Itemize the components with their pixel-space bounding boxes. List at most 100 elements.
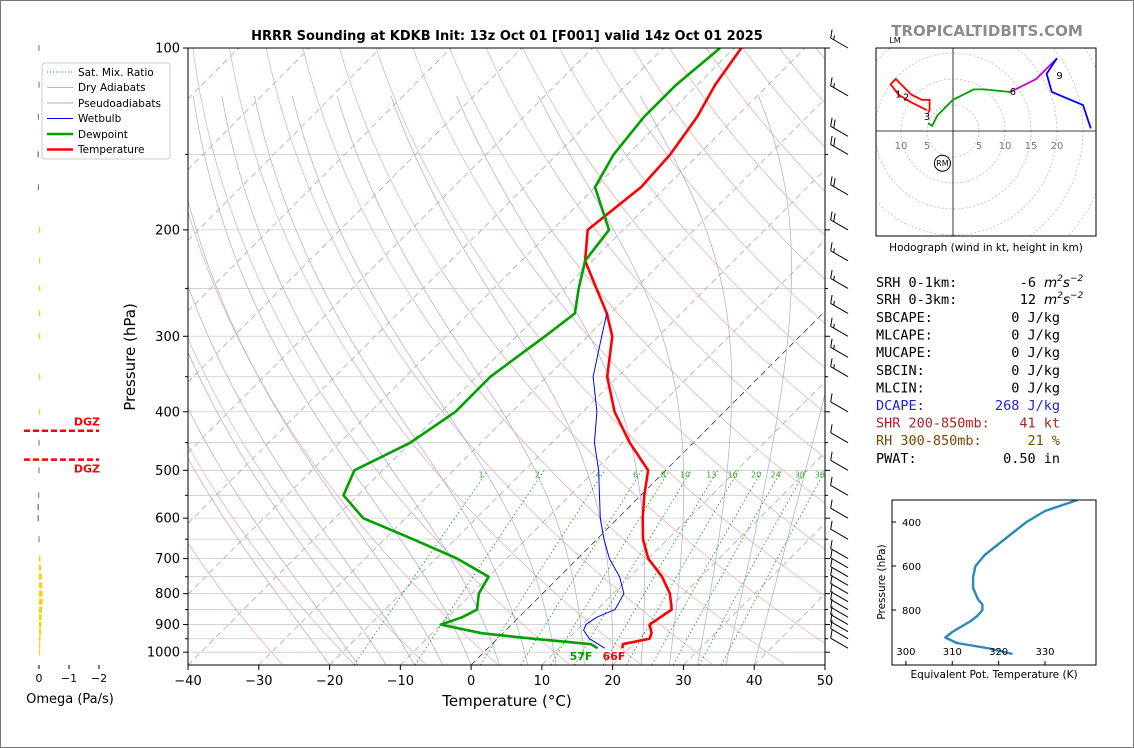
theta-e-ticks: 300 310 320 330 400 600 800 xyxy=(892,518,1055,665)
wind-barb xyxy=(830,476,849,496)
barb-flag xyxy=(830,135,833,145)
omega-bar xyxy=(37,151,39,158)
barb-shaft xyxy=(830,432,849,444)
legend-box xyxy=(41,62,171,160)
dry-adiabat xyxy=(485,48,825,459)
barb-flag xyxy=(830,358,833,367)
mixing-ratio-line xyxy=(414,470,545,665)
barb-shaft xyxy=(830,401,849,413)
index-label: MLCIN: xyxy=(876,380,925,396)
omega-bar xyxy=(39,573,42,580)
skewt-ticks: −40 −30 −20 −10 0 10 20 30 40 50 100 200 300 400 500 60… xyxy=(147,42,833,690)
wind-barb xyxy=(830,393,849,413)
y-tick-label: 500 xyxy=(155,464,180,479)
y-tick-label: 900 xyxy=(155,618,180,633)
omega-bar xyxy=(39,408,41,415)
mixing-ratio-label: 2 xyxy=(535,471,540,480)
x-tick-label: 40 xyxy=(746,674,763,689)
dry-adiabat xyxy=(595,48,825,325)
moist-adiabat xyxy=(725,95,792,665)
dry-adiabat xyxy=(188,542,283,665)
moist-adiabat xyxy=(456,95,646,665)
legend-label-temperature: Temperature xyxy=(77,144,145,156)
legend-label-mix: Sat. Mix. Ratio xyxy=(78,67,154,79)
barb-half xyxy=(833,83,835,88)
isotherm-line xyxy=(470,310,825,665)
omega-bar xyxy=(39,582,43,589)
mixing-ratio-label: 24 xyxy=(771,471,781,480)
dry-adiabat xyxy=(375,48,825,597)
y-tick-label: 400 xyxy=(155,405,180,420)
omega-bar xyxy=(39,310,41,317)
moist-adiabat xyxy=(253,95,529,665)
wind-barb xyxy=(830,620,849,640)
mixing-ratio-label: 1 xyxy=(478,471,483,480)
legend-label-moist: Pseudoadiabats xyxy=(78,98,161,110)
isotherm-line xyxy=(188,48,806,665)
barb-shaft xyxy=(830,591,849,603)
moist-adiabat xyxy=(753,392,825,665)
omega-bar xyxy=(39,628,42,635)
mixing-ratio-label: 13 xyxy=(706,471,716,480)
omega-bar xyxy=(38,45,40,51)
omega-bar xyxy=(37,504,39,510)
theta-x-tick-label: 320 xyxy=(989,647,1008,658)
barb-shaft xyxy=(830,507,849,519)
x-tick-label: 30 xyxy=(675,674,692,689)
barb-flag xyxy=(830,29,833,39)
surface-dewpoint-label: 57F xyxy=(570,650,593,663)
omega-bar xyxy=(39,226,41,233)
barb-flag xyxy=(830,269,833,279)
isotherm-line xyxy=(400,239,825,665)
theta-x-tick-label: 330 xyxy=(1035,647,1054,658)
theta-e-frame xyxy=(891,499,1097,666)
index-label: RH 300-850mb: xyxy=(876,433,982,449)
barb-flag xyxy=(830,176,833,185)
legend-label-dry: Dry Adiabats xyxy=(78,82,146,94)
moist-adiabat xyxy=(390,95,614,665)
hodo-ring-label: 5 xyxy=(976,141,982,152)
x-tick-label: 10 xyxy=(534,674,551,689)
srh03-value: 12 xyxy=(1020,292,1036,308)
wind-barb xyxy=(830,424,849,444)
omega-bar xyxy=(39,598,43,605)
barb-flag xyxy=(830,575,833,584)
wind-barb xyxy=(830,135,849,155)
barb-flag xyxy=(830,211,833,220)
moist-adiabat xyxy=(291,95,557,665)
mixing-ratio-label: 6 xyxy=(633,471,638,480)
indices-panel: SRH 0-1km: -6 m2s−2 SRH 0-3km: 12 m2s−2 … xyxy=(876,274,1083,467)
mixing-ratio-label: 4 xyxy=(595,471,600,480)
hodo-ring-label: 10 xyxy=(999,141,1012,152)
barb-shaft xyxy=(830,599,849,611)
barb-half xyxy=(833,344,835,350)
barb-shaft xyxy=(830,484,849,496)
index-label: MUCAPE: xyxy=(876,345,933,361)
wetbulb-profile xyxy=(583,313,625,649)
barb-flag xyxy=(830,620,833,629)
omega-bar xyxy=(37,113,39,120)
mixing-ratio-label: 30 xyxy=(795,471,805,480)
hodo-ring-label: 5 xyxy=(924,141,930,152)
barb-flag xyxy=(830,558,833,567)
barb-flag xyxy=(830,549,833,558)
barb-flag xyxy=(830,424,833,433)
wind-barbs xyxy=(830,29,849,649)
hodo-height-label: 3 xyxy=(924,112,930,123)
omega-bar xyxy=(38,439,40,446)
index-rows: SBCAPE: 0 J/kg MLCAPE: 0 J/kg MUCAPE: 0 J/kg S… xyxy=(876,310,1060,467)
barb-shaft xyxy=(830,574,849,586)
omega-bar xyxy=(39,257,41,264)
barb-half xyxy=(833,364,835,369)
omega-bar xyxy=(39,614,42,621)
wind-barb xyxy=(830,499,849,519)
barb-shaft xyxy=(830,566,849,578)
moist-adiabat xyxy=(188,199,444,665)
barb-flag xyxy=(833,213,836,222)
index-label: PWAT: xyxy=(876,451,917,467)
srh03-unit: m2s−2 xyxy=(1044,291,1083,308)
legend-label-dewpoint: Dewpoint xyxy=(78,129,128,141)
x-tick-label: −10 xyxy=(387,674,414,689)
barb-flag xyxy=(830,393,833,402)
barb-flag xyxy=(833,119,836,129)
